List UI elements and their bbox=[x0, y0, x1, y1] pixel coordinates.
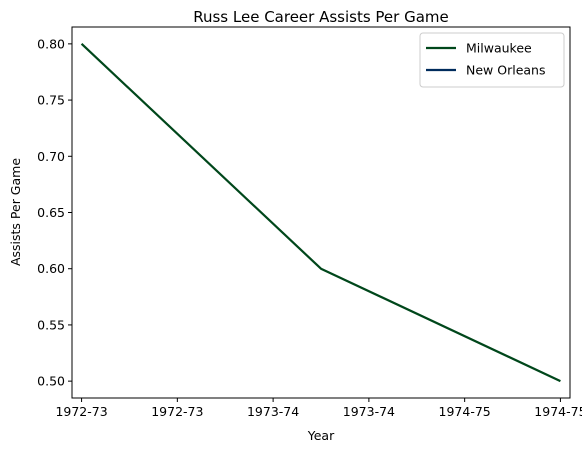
x-tick-label: 1974-75 bbox=[534, 404, 582, 419]
y-tick-label: 0.65 bbox=[37, 205, 65, 220]
x-tick-label: 1973-74 bbox=[343, 404, 395, 419]
y-axis: 0.50 0.55 0.60 0.65 0.70 0.75 0.80 bbox=[37, 36, 72, 389]
legend-label-new-orleans: New Orleans bbox=[466, 63, 545, 78]
y-tick-label: 0.60 bbox=[37, 261, 65, 276]
legend-label-milwaukee: Milwaukee bbox=[466, 41, 532, 56]
y-axis-title: Assists Per Game bbox=[8, 158, 23, 266]
y-tick-label: 0.70 bbox=[37, 149, 65, 164]
legend-box bbox=[419, 32, 565, 88]
legend: Milwaukee New Orleans bbox=[419, 32, 565, 88]
chart-title: Russ Lee Career Assists Per Game bbox=[193, 8, 449, 26]
x-tick-label: 1972-73 bbox=[151, 404, 203, 419]
y-tick-label: 0.50 bbox=[37, 374, 65, 389]
y-tick-label: 0.75 bbox=[37, 93, 65, 108]
plot-area bbox=[80, 43, 561, 383]
series-line-milwaukee bbox=[80, 43, 561, 383]
x-axis: 1972-73 1972-73 1973-74 1973-74 1974-75 1974-… bbox=[55, 398, 582, 419]
y-tick-label: 0.80 bbox=[37, 36, 65, 51]
y-tick-label: 0.55 bbox=[37, 317, 65, 332]
x-axis-title: Year bbox=[307, 428, 335, 443]
x-tick-label: 1972-73 bbox=[55, 404, 107, 419]
x-tick-label: 1973-74 bbox=[247, 404, 299, 419]
x-tick-label: 1974-75 bbox=[439, 404, 491, 419]
